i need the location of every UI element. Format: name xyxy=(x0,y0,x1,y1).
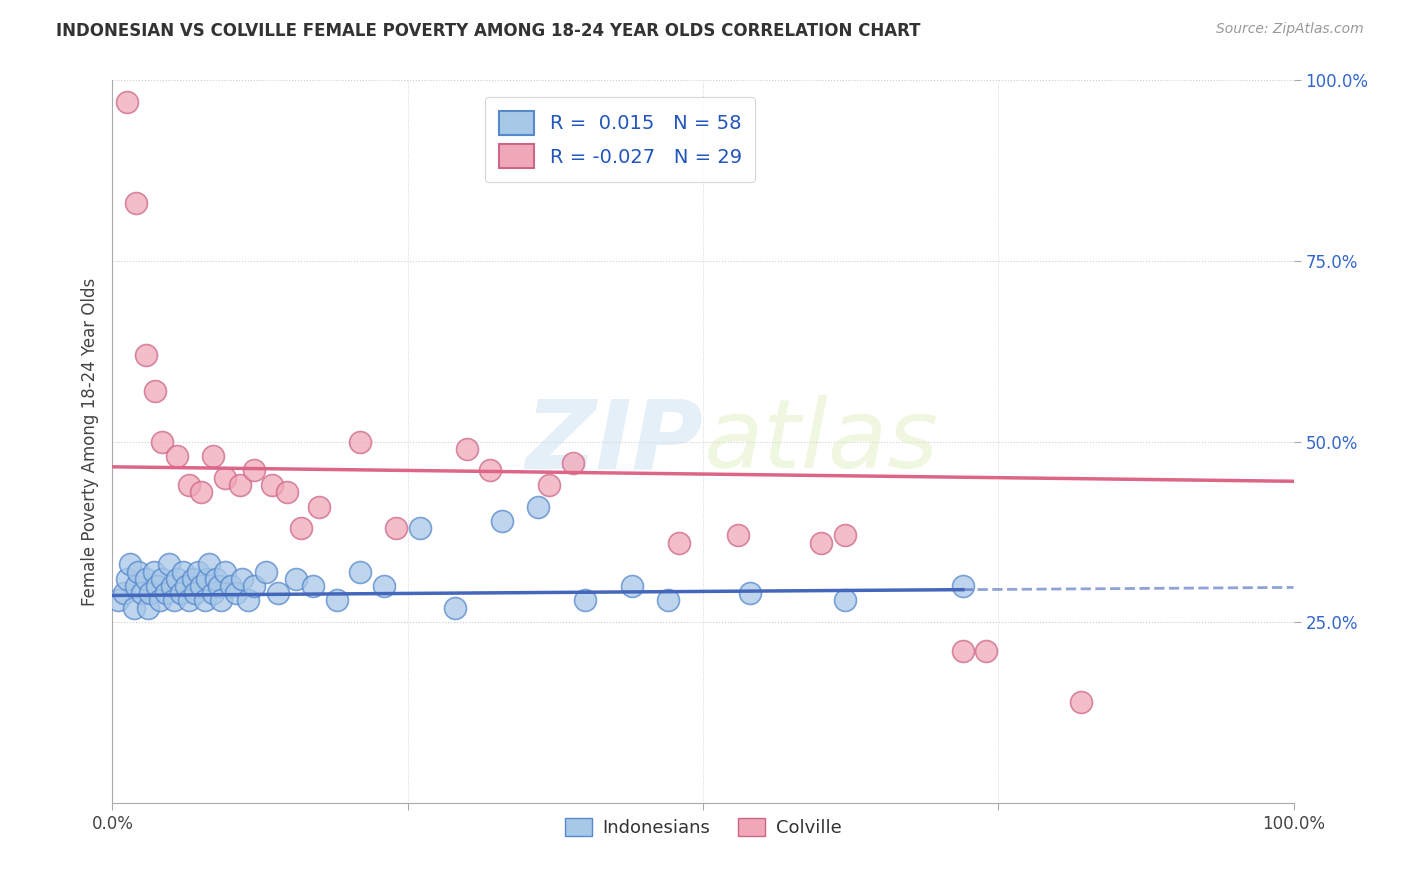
Point xyxy=(267,586,290,600)
Point xyxy=(201,586,224,600)
Point xyxy=(308,500,330,514)
Point xyxy=(952,644,974,658)
Point xyxy=(385,521,408,535)
Point xyxy=(149,593,172,607)
Point xyxy=(209,593,232,607)
Point xyxy=(284,572,307,586)
Point xyxy=(444,600,467,615)
Point xyxy=(120,558,142,572)
Point xyxy=(179,593,201,607)
Point xyxy=(834,528,856,542)
Point xyxy=(574,593,596,607)
Point xyxy=(214,470,236,484)
Point xyxy=(155,586,177,600)
Point xyxy=(810,535,832,549)
Point xyxy=(834,593,856,607)
Point xyxy=(302,579,325,593)
Point xyxy=(326,593,349,607)
Point xyxy=(373,579,395,593)
Point xyxy=(408,521,430,535)
Point xyxy=(150,572,173,586)
Text: ZIP: ZIP xyxy=(524,395,703,488)
Point xyxy=(231,572,253,586)
Y-axis label: Female Poverty Among 18-24 Year Olds: Female Poverty Among 18-24 Year Olds xyxy=(80,277,98,606)
Point xyxy=(179,478,201,492)
Point xyxy=(243,579,266,593)
Point xyxy=(740,586,762,600)
Point xyxy=(122,600,145,615)
Point xyxy=(166,572,188,586)
Point xyxy=(456,442,478,456)
Point xyxy=(142,565,165,579)
Point xyxy=(181,572,204,586)
Point xyxy=(195,572,218,586)
Point xyxy=(976,644,998,658)
Point xyxy=(170,586,193,600)
Point xyxy=(238,593,260,607)
Point xyxy=(143,384,166,398)
Point xyxy=(727,528,749,542)
Point xyxy=(243,463,266,477)
Point xyxy=(201,449,224,463)
Point xyxy=(190,485,212,500)
Point xyxy=(208,579,231,593)
Point xyxy=(952,579,974,593)
Point xyxy=(150,434,173,449)
Point xyxy=(657,593,679,607)
Text: Source: ZipAtlas.com: Source: ZipAtlas.com xyxy=(1216,22,1364,37)
Point xyxy=(562,456,585,470)
Point xyxy=(135,348,157,362)
Point xyxy=(135,572,157,586)
Point xyxy=(160,579,183,593)
Point xyxy=(349,434,371,449)
Point xyxy=(107,593,129,607)
Point xyxy=(163,593,186,607)
Point xyxy=(186,565,208,579)
Point xyxy=(174,579,197,593)
Point xyxy=(260,478,283,492)
Point xyxy=(349,565,371,579)
Point xyxy=(538,478,561,492)
Point xyxy=(127,565,149,579)
Point xyxy=(1070,695,1092,709)
Point xyxy=(198,558,221,572)
Point xyxy=(184,586,207,600)
Point xyxy=(290,521,312,535)
Text: INDONESIAN VS COLVILLE FEMALE POVERTY AMONG 18-24 YEAR OLDS CORRELATION CHART: INDONESIAN VS COLVILLE FEMALE POVERTY AM… xyxy=(56,22,921,40)
Point xyxy=(190,579,212,593)
Point xyxy=(157,558,180,572)
Point xyxy=(276,485,298,500)
Point xyxy=(146,579,169,593)
Point xyxy=(115,95,138,109)
Point xyxy=(229,478,252,492)
Point xyxy=(621,579,644,593)
Point xyxy=(194,593,217,607)
Point xyxy=(225,586,247,600)
Text: atlas: atlas xyxy=(703,395,938,488)
Point xyxy=(254,565,277,579)
Point xyxy=(115,572,138,586)
Point xyxy=(172,565,194,579)
Point xyxy=(491,514,513,528)
Point xyxy=(125,579,148,593)
Point xyxy=(479,463,502,477)
Point xyxy=(526,500,548,514)
Point xyxy=(125,196,148,211)
Point xyxy=(139,586,162,600)
Point xyxy=(131,586,153,600)
Point xyxy=(219,579,242,593)
Point xyxy=(166,449,188,463)
Point xyxy=(214,565,236,579)
Point xyxy=(136,600,159,615)
Legend: Indonesians, Colville: Indonesians, Colville xyxy=(558,811,848,845)
Point xyxy=(112,586,135,600)
Point xyxy=(205,572,228,586)
Point xyxy=(668,535,690,549)
